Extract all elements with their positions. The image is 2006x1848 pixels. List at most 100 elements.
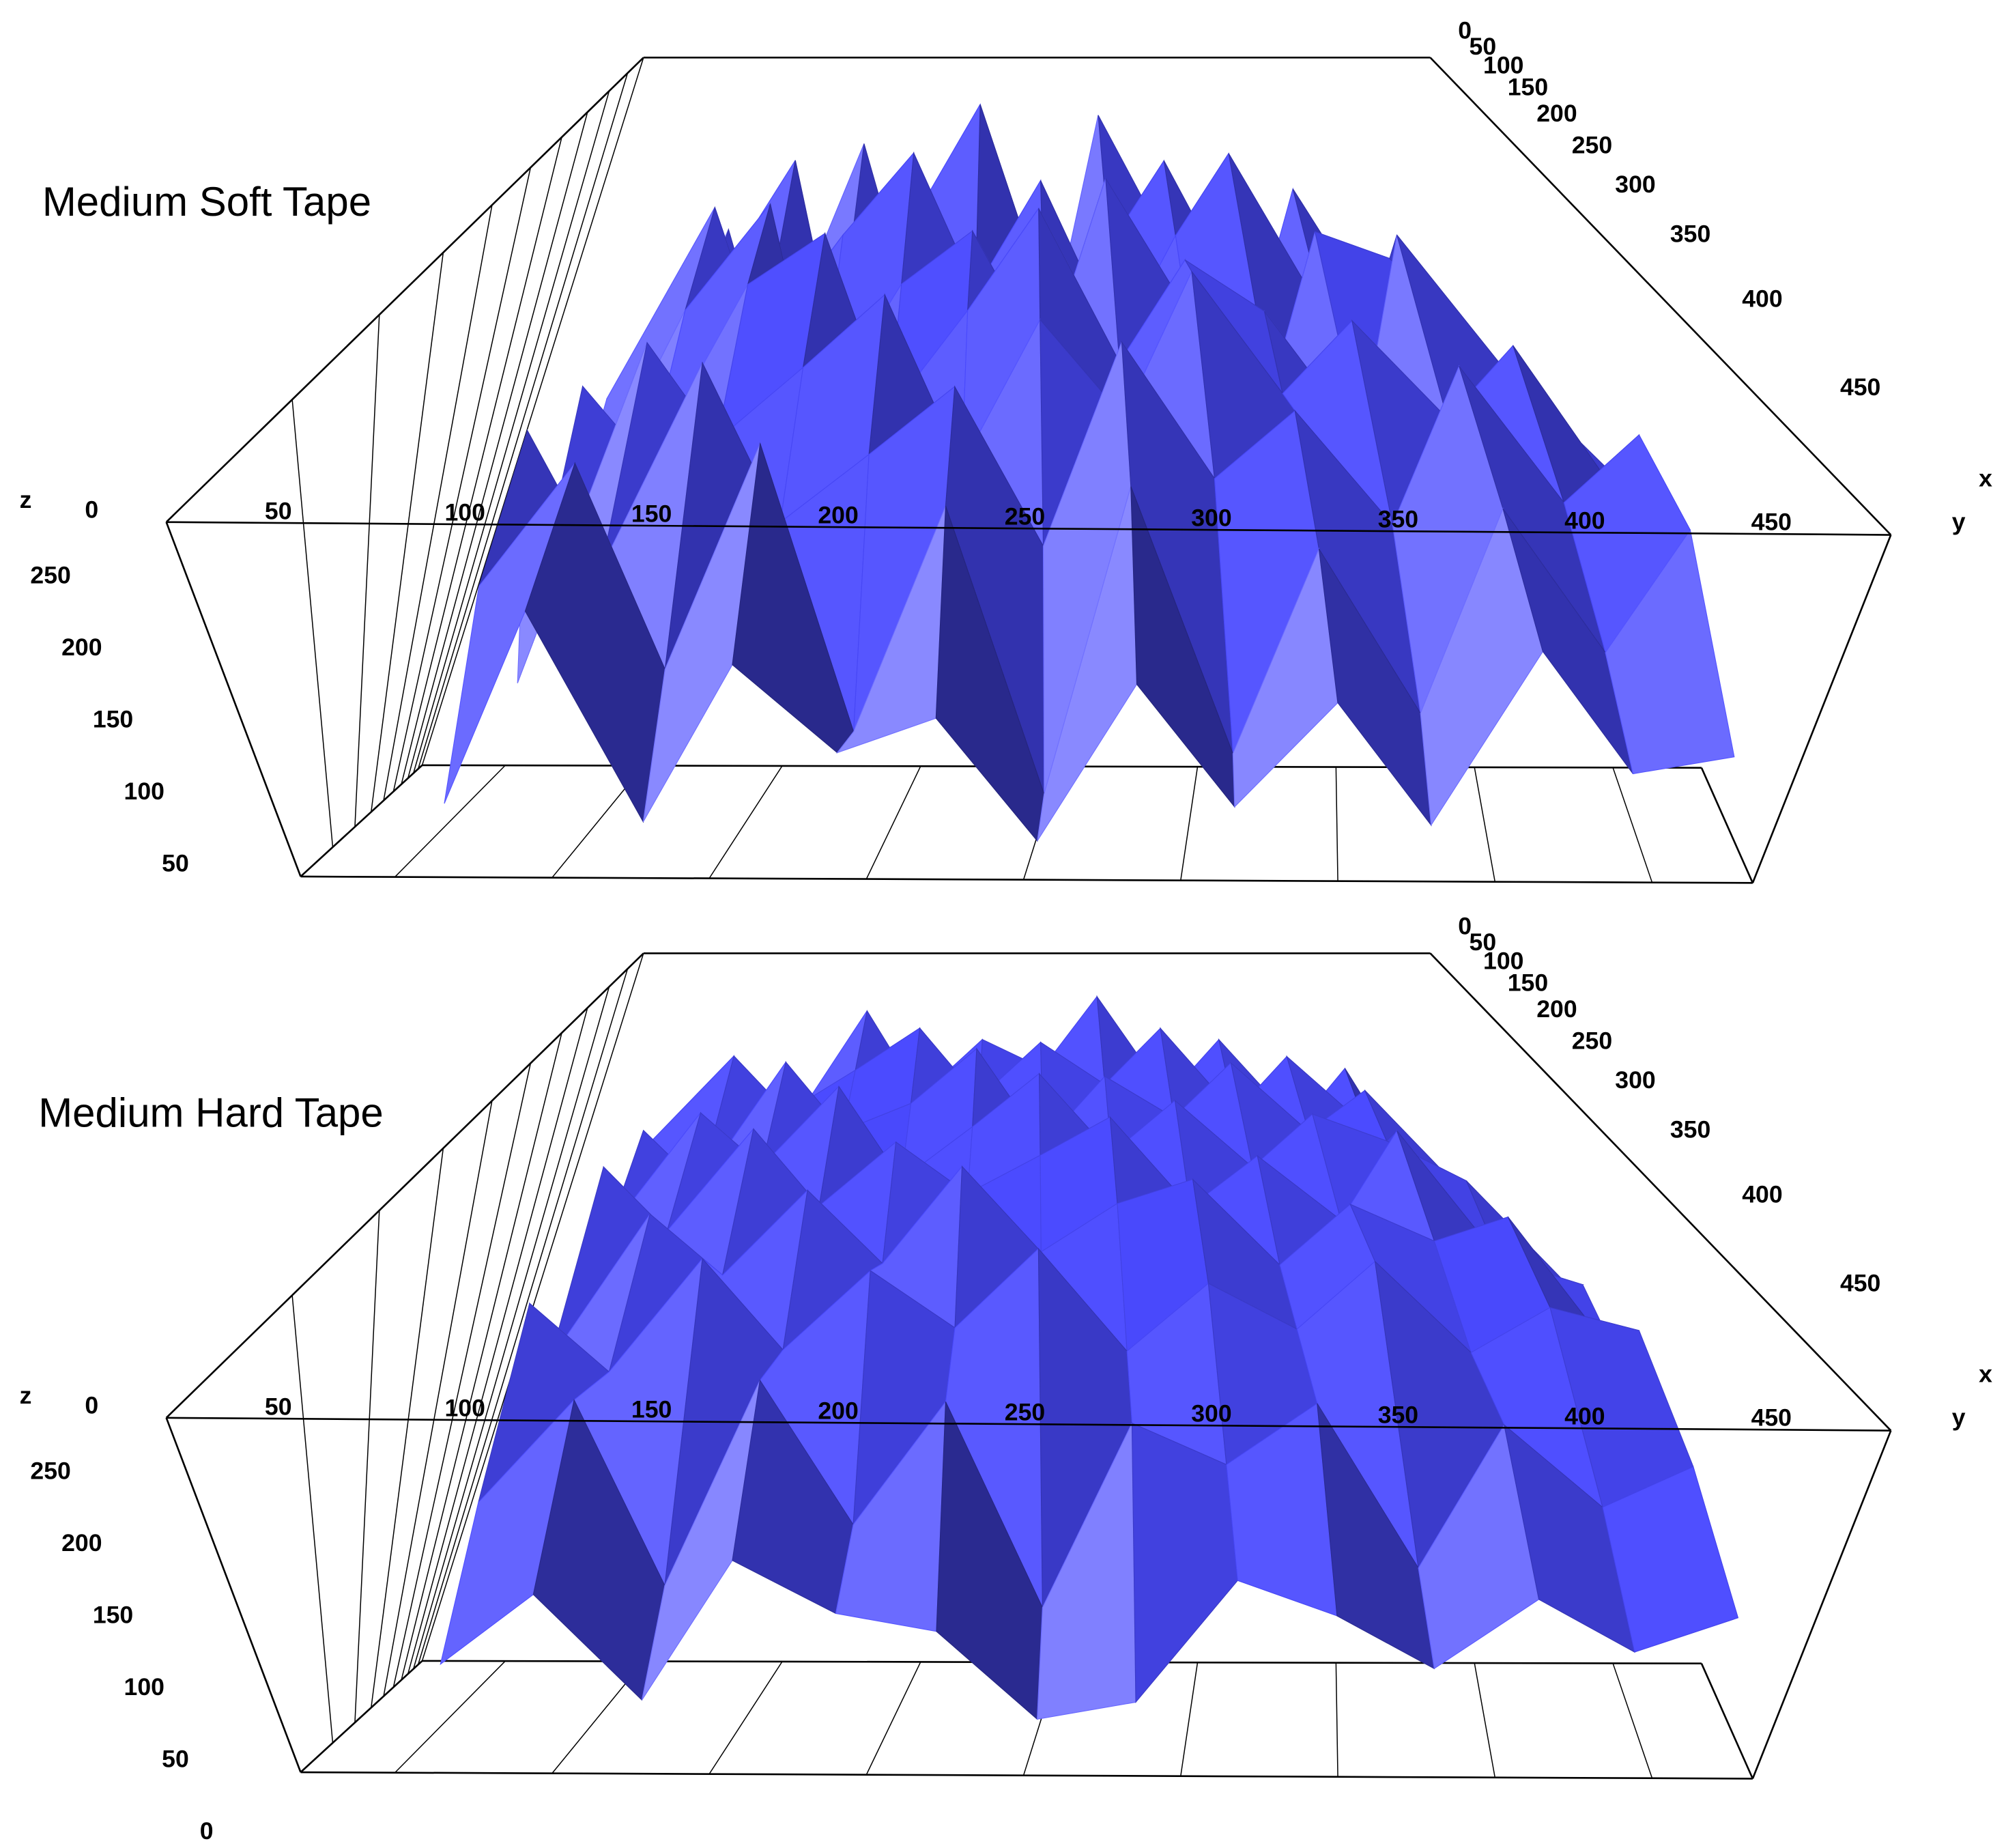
y-tick-label: 200	[818, 1397, 858, 1425]
axis-frame	[1429, 57, 1892, 536]
y-tick-label: 0	[85, 496, 98, 523]
y-tick-label: 350	[1378, 1402, 1418, 1429]
grid-line	[401, 137, 562, 785]
x-tick-label: 100	[1483, 947, 1523, 974]
x-tick-label: 250	[1572, 131, 1612, 158]
x-tick-label: 200	[1536, 995, 1577, 1023]
grid-line	[395, 1660, 506, 1774]
y-tick-label: 250	[1005, 503, 1045, 530]
grid-line	[354, 314, 380, 827]
surface-chart: 0 50 100 150 200 250 300 350 400 4500501001502002…	[20, 16, 1992, 884]
x-tick-label: 50	[1470, 928, 1497, 956]
axis-frame	[300, 1660, 423, 1773]
axis-frame	[166, 1417, 1891, 1432]
y-tick-label: 0	[85, 1391, 98, 1419]
z-tick-label: 150	[93, 705, 133, 733]
y-axis-label: y	[1952, 1404, 1966, 1431]
grid-line	[708, 1661, 783, 1775]
grid-line	[1612, 1663, 1653, 1778]
z-tick-label: 250	[30, 561, 70, 588]
grid-line	[1180, 1662, 1199, 1776]
axis-frame	[1751, 535, 1892, 883]
y-tick-label: 50	[265, 1393, 292, 1420]
x-tick-label: 400	[1742, 285, 1782, 313]
y-axis-label: y	[1952, 508, 1966, 535]
y-tick-label: 300	[1191, 1400, 1231, 1427]
axis-frame	[300, 1771, 1753, 1780]
x-tick-label: 400	[1742, 1181, 1782, 1208]
y-tick-label: 100	[444, 1394, 485, 1421]
grid-line	[708, 765, 783, 879]
grid-line	[413, 91, 610, 773]
grid-line	[383, 1100, 493, 1696]
grid-line	[1474, 767, 1496, 882]
grid-line	[865, 766, 921, 879]
grid-line	[371, 1148, 444, 1708]
grid-line	[1335, 1662, 1338, 1777]
y-tick-label: 100	[444, 498, 485, 526]
y-tick-label: 150	[631, 500, 672, 527]
grid-line	[354, 1210, 380, 1723]
y-tick-label: 450	[1751, 509, 1792, 536]
axis-frame	[165, 522, 302, 877]
axis-frame	[165, 57, 644, 523]
grid-line	[291, 1295, 334, 1744]
y-tick-label: 350	[1378, 506, 1418, 533]
z-tick-label: 200	[61, 1529, 102, 1556]
grid-line	[383, 205, 493, 801]
grid-line	[392, 167, 532, 792]
z-tick-label: 100	[124, 778, 164, 805]
axis-frame	[1429, 952, 1892, 1432]
x-tick-label: 300	[1615, 171, 1655, 198]
grid-line	[407, 1008, 588, 1675]
x-tick-label: 450	[1840, 1269, 1880, 1296]
y-tick-label: 250	[1005, 1399, 1045, 1426]
x-tick-label: 350	[1670, 220, 1710, 247]
x-tick-label: 150	[1508, 74, 1548, 101]
grid-line	[392, 1063, 532, 1688]
x-tick-label: 150	[1508, 969, 1548, 997]
y-tick-label: 300	[1191, 504, 1231, 532]
grid-line	[407, 111, 588, 779]
grid-line	[1180, 767, 1199, 881]
z-tick-label: 100	[124, 1673, 164, 1701]
z-tick-label: 200	[61, 634, 102, 661]
x-tick-label: 250	[1572, 1027, 1612, 1054]
grid-line	[371, 252, 444, 812]
axis-frame	[165, 952, 644, 1419]
y-tick-label: 400	[1564, 507, 1605, 535]
x-tick-label: 0	[1458, 16, 1472, 44]
axis-frame	[166, 521, 1891, 536]
z-tick-label: 150	[93, 1601, 133, 1628]
chart-title: Medium Soft Tape	[42, 179, 371, 225]
grid-line	[1612, 767, 1653, 883]
y-tick-label: 400	[1564, 1403, 1605, 1430]
x-tick-label: 450	[1840, 373, 1880, 401]
chart-title: Medium Hard Tape	[38, 1090, 384, 1135]
x-tick-label: 50	[1470, 33, 1497, 60]
surface-cell	[1131, 1422, 1238, 1703]
axis-frame	[165, 1417, 302, 1773]
y-tick-label: 450	[1751, 1404, 1792, 1432]
z-tick-label: 50	[162, 1746, 189, 1773]
x-tick-label: 200	[1536, 100, 1577, 127]
surface-cell	[1605, 528, 1735, 775]
surface-cell	[1602, 1466, 1739, 1653]
grid-line	[395, 765, 506, 878]
axis-frame	[1700, 1663, 1754, 1779]
y-tick-label: 150	[631, 1396, 672, 1423]
y-tick-label: 50	[265, 497, 292, 524]
x-axis-label: x	[1979, 464, 1992, 492]
axis-frame	[1751, 1430, 1892, 1779]
grid-line	[865, 1662, 921, 1775]
z-axis-label: z	[20, 486, 32, 513]
z-tick-label: 250	[30, 1457, 70, 1484]
grid-line	[1474, 1662, 1496, 1778]
grid-line	[413, 986, 610, 1669]
z-tick-label: 0	[200, 1817, 214, 1845]
z-tick-label: 50	[162, 849, 189, 877]
grid-line	[417, 72, 629, 769]
x-tick-label: 300	[1615, 1066, 1655, 1094]
